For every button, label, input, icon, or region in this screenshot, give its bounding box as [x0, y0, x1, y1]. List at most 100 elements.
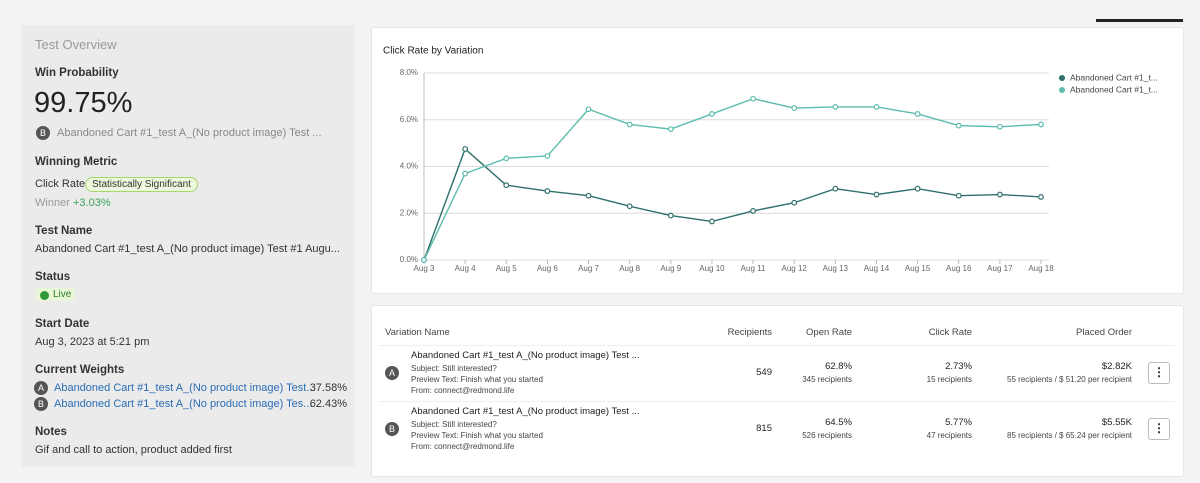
live-icon — [40, 291, 49, 300]
point — [503, 155, 510, 162]
point — [1038, 193, 1044, 200]
y-tick-label: 0.0% — [400, 255, 418, 264]
column-header: Variation Name — [385, 327, 450, 338]
x-tick-label: Aug 9 — [660, 264, 681, 273]
x-tick-label: Aug 3 — [414, 264, 435, 273]
click-detail: 15 recipients — [926, 375, 972, 384]
weight-link[interactable]: Abandoned Cart #1_test A_(No product ima… — [54, 382, 316, 394]
point — [996, 123, 1003, 130]
y-tick-label: 6.0% — [400, 115, 418, 124]
row-divider — [378, 345, 1175, 346]
x-tick-label: Aug 6 — [537, 264, 558, 273]
point — [503, 182, 510, 189]
point — [585, 192, 592, 199]
x-tick-label: Aug 4 — [455, 264, 476, 273]
point — [832, 103, 839, 110]
label: Winning Metric — [35, 156, 118, 168]
subject: Subject: Still interested? — [411, 364, 497, 373]
placed-order: $5.55K — [1101, 417, 1132, 428]
point — [791, 105, 798, 111]
point — [626, 203, 633, 210]
point — [996, 191, 1003, 198]
click-rate: 5.77% — [945, 417, 972, 428]
from: From: connect@redmond.life — [411, 442, 515, 451]
win-probability: 99.75% — [34, 87, 133, 119]
open-rate: 62.8% — [825, 361, 852, 372]
label: Current Weights — [35, 364, 125, 376]
label: Test Name — [35, 225, 93, 237]
variation-name: Abandoned Cart #1_test A_(No product ima… — [57, 127, 322, 139]
label: Notes — [35, 426, 67, 438]
row-divider — [378, 401, 1175, 402]
metric: Click Rate — [35, 178, 86, 190]
series-line — [423, 97, 1042, 261]
chart-title: Click Rate by Variation — [383, 46, 483, 57]
weight: 62.43% — [309, 398, 347, 410]
start-date: Aug 3, 2023 at 5:21 pm — [35, 336, 150, 348]
open-rate: 64.5% — [825, 417, 852, 428]
point — [462, 146, 469, 152]
open-detail: 345 recipients — [802, 375, 852, 384]
point — [955, 122, 962, 129]
preview-text: Preview Text: Finish what you started — [411, 375, 543, 384]
more-button[interactable]: ⋮ — [1148, 362, 1170, 384]
badge: B — [385, 422, 399, 436]
badge: A — [34, 381, 48, 395]
column-header: Recipients — [727, 327, 772, 338]
point — [667, 212, 674, 219]
significance-tag: Statistically Significant — [85, 177, 198, 192]
weight-link[interactable]: Abandoned Cart #1_test A_(No product ima… — [54, 398, 313, 410]
point — [873, 191, 880, 198]
variation-name: Abandoned Cart #1_test A_(No product ima… — [411, 406, 640, 417]
point — [914, 111, 921, 117]
label: Status — [35, 271, 71, 283]
point — [626, 121, 633, 128]
x-tick-label: Aug 16 — [946, 264, 972, 273]
x-tick-label: Aug 10 — [699, 264, 725, 273]
x-tick-label: Aug 14 — [864, 264, 890, 273]
x-tick-label: Aug 7 — [578, 264, 599, 273]
label: Win Probability — [35, 67, 119, 79]
winner-label: Winner — [35, 197, 70, 209]
point — [955, 192, 962, 199]
x-tick-label: Aug 8 — [619, 264, 640, 273]
placed-detail: 55 recipients / $ 51.20 per recipient — [1007, 375, 1132, 384]
test-name: Abandoned Cart #1_test A_(No product ima… — [35, 243, 340, 255]
legend-label: Abandoned Cart #1_t... — [1070, 72, 1158, 82]
point — [832, 185, 839, 192]
variation-name: Abandoned Cart #1_test A_(No product ima… — [411, 350, 640, 361]
x-tick-label: Aug 11 — [741, 264, 766, 273]
x-tick-label: Aug 13 — [823, 264, 849, 273]
click-detail: 47 recipients — [926, 431, 972, 440]
point — [462, 170, 469, 177]
column-header: Placed Order — [1076, 327, 1132, 338]
legend-swatch — [1059, 87, 1065, 93]
more-button[interactable]: ⋮ — [1148, 418, 1170, 440]
chart: Click Rate by Variation 0.0% 2.0% 4.0% 6.0%… — [383, 46, 1158, 273]
open-detail: 526 recipients — [802, 431, 852, 440]
chart-card: Click Rate by Variation 0.0% 2.0% 4.0% 6.0%… — [371, 27, 1184, 294]
table-card — [371, 305, 1184, 477]
point — [750, 208, 756, 214]
x-tick-label: Aug 15 — [905, 264, 931, 273]
recipients: 815 — [756, 423, 772, 434]
x-tick-label: Aug 12 — [782, 264, 808, 273]
point — [1038, 121, 1044, 128]
point — [585, 106, 592, 113]
series-line — [423, 147, 1042, 261]
tab-underline — [1096, 19, 1183, 22]
y-tick-label: 8.0% — [400, 68, 418, 77]
point — [750, 95, 756, 102]
placed-order: $2.82K — [1101, 361, 1132, 372]
subject: Subject: Still interested? — [411, 420, 497, 429]
x-tick-label: Aug 5 — [496, 264, 517, 273]
recipients: 549 — [756, 367, 772, 378]
point — [709, 218, 715, 225]
preview-text: Preview Text: Finish what you started — [411, 431, 543, 440]
from: From: connect@redmond.life — [411, 386, 515, 395]
legend-label: Abandoned Cart #1_t... — [1070, 84, 1158, 94]
winner-value: +3.03% — [73, 197, 111, 209]
x-tick-label: Aug 18 — [1028, 264, 1054, 273]
point — [914, 185, 921, 192]
placed-detail: 85 recipients / $ 65.24 per recipient — [1007, 431, 1132, 440]
